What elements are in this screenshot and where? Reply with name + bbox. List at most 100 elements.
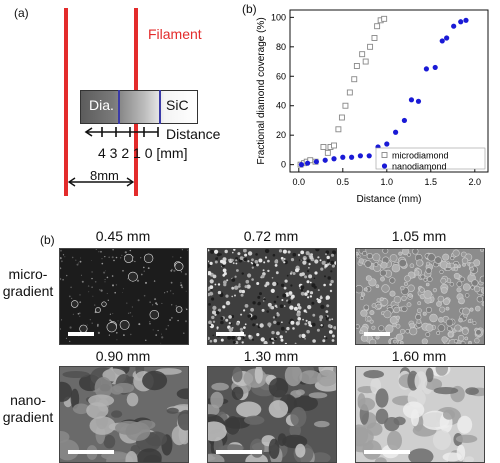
grain — [129, 312, 132, 314]
grain — [308, 323, 312, 327]
grain — [211, 289, 213, 291]
scale-bar — [216, 332, 244, 336]
nanodiamond-point — [331, 156, 337, 162]
grain — [300, 285, 305, 290]
scale-bar — [364, 450, 410, 454]
grain — [175, 305, 177, 307]
grain — [308, 274, 313, 279]
microdiamond-point — [331, 142, 337, 149]
grain — [425, 324, 434, 332]
grain — [307, 321, 312, 325]
grain — [185, 320, 187, 323]
grain — [142, 370, 168, 391]
grain — [308, 267, 310, 269]
grain — [280, 338, 284, 342]
grain — [252, 323, 256, 327]
grain — [123, 334, 125, 336]
nanodiamond-point — [305, 160, 311, 166]
grain — [261, 308, 265, 312]
grain — [233, 249, 236, 251]
grain — [475, 329, 482, 336]
grain — [319, 315, 324, 320]
grain — [94, 281, 97, 283]
grain — [226, 279, 229, 282]
grain — [442, 253, 450, 261]
grain — [369, 338, 377, 344]
grain — [208, 303, 211, 306]
filament-left — [64, 8, 68, 196]
nanodiamond-point — [393, 129, 399, 135]
grain — [272, 341, 275, 344]
grain — [470, 285, 475, 290]
grain — [108, 334, 110, 336]
grain — [438, 317, 444, 323]
grain — [77, 262, 79, 264]
grain — [416, 319, 422, 324]
grain — [382, 249, 389, 254]
grain — [216, 257, 219, 259]
grain — [86, 402, 109, 419]
grain — [358, 258, 364, 264]
grain — [131, 315, 133, 317]
grain — [115, 284, 118, 286]
grain — [79, 301, 82, 304]
grain — [247, 260, 250, 263]
microdiamond-point — [353, 63, 360, 69]
grain — [391, 264, 401, 273]
grain — [315, 249, 320, 252]
grain — [446, 263, 451, 268]
grain — [70, 297, 73, 300]
grain — [116, 332, 118, 334]
grain — [273, 320, 277, 324]
grain — [401, 305, 408, 313]
nanodiamond-point — [366, 153, 372, 159]
grain — [243, 249, 247, 253]
grain — [325, 310, 329, 313]
grain — [60, 257, 62, 260]
grain — [264, 249, 270, 254]
grain — [395, 333, 404, 342]
grain — [172, 256, 174, 258]
scale-bar — [68, 332, 94, 336]
grain — [379, 297, 384, 302]
grain — [95, 249, 97, 250]
grain — [370, 377, 382, 395]
micrograph-panel-label: (b) — [40, 233, 55, 247]
legend-entry: microdiamond — [392, 151, 449, 161]
grain — [272, 253, 276, 257]
grain — [91, 260, 92, 261]
grain — [275, 271, 279, 275]
grain — [291, 294, 295, 299]
grain — [398, 251, 403, 256]
grain — [419, 287, 425, 293]
gap-label: 8mm — [90, 168, 119, 183]
y-tick-label: 60 — [276, 71, 286, 81]
grain — [481, 301, 484, 307]
grain — [175, 306, 183, 313]
grain — [257, 301, 261, 306]
grain — [280, 326, 285, 331]
grain — [469, 266, 475, 272]
grain — [171, 317, 173, 319]
nanodiamond-point — [313, 159, 319, 165]
grain — [66, 274, 68, 277]
grain — [399, 328, 406, 335]
grain — [91, 286, 93, 288]
grain — [143, 253, 154, 264]
grain — [180, 284, 183, 287]
grain — [124, 253, 134, 263]
grain — [217, 283, 221, 286]
grain — [292, 272, 296, 275]
grain — [425, 267, 432, 274]
grain — [208, 264, 210, 268]
grain — [164, 292, 166, 294]
grain — [143, 270, 145, 272]
microdiamond-point — [374, 23, 381, 30]
grain — [375, 408, 389, 425]
grain — [442, 452, 462, 462]
grain — [87, 285, 90, 287]
grain — [432, 287, 437, 293]
grain — [312, 313, 316, 317]
grain — [356, 251, 359, 256]
grain — [110, 385, 124, 395]
